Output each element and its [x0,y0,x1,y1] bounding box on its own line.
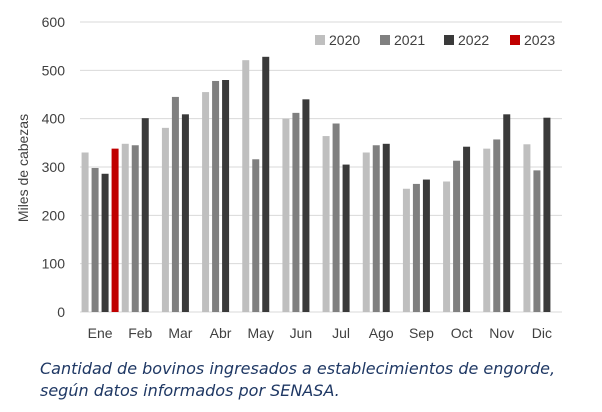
legend-label: 2023 [524,32,555,48]
x-tick-label: Jul [332,325,350,341]
y-tick-label: 300 [42,159,66,175]
y-tick-label: 600 [42,14,66,30]
bar-series [81,56,551,313]
bar [463,146,471,312]
x-tick-label: May [248,325,274,341]
bar-chart: 0 100 200 300 400 500 600 Ene Feb Mar Abr May Jun Ju… [15,14,562,341]
legend-label: 2021 [394,32,425,48]
bar [121,143,129,312]
caption-line-1: Cantidad de bovinos ingresados a estable… [40,359,556,378]
bar [282,118,290,313]
x-tick-label: Jun [290,325,313,341]
bar [402,188,410,312]
y-tick-label: 400 [42,111,66,127]
bar [222,80,230,312]
bar [332,123,340,312]
bar [533,170,541,312]
legend-label: 2022 [458,32,489,48]
bar [342,164,350,312]
bar [141,118,149,312]
bar [242,60,250,312]
bar [493,139,501,312]
legend-swatch [444,35,454,45]
x-tick-label: Feb [128,325,152,341]
bar [503,114,511,312]
y-axis-ticks: 0 100 200 300 400 500 600 [42,14,66,320]
x-tick-label: Mar [168,325,192,341]
bar [202,92,210,312]
bar [372,145,380,312]
bar [91,167,99,312]
bar [171,96,179,313]
legend-swatch [380,35,390,45]
legend-swatch [315,35,325,45]
bar [181,114,189,312]
bar [161,127,169,312]
legend: 2020 2021 2022 2023 [315,32,555,48]
bar [412,183,420,312]
x-tick-label: Nov [489,325,514,341]
bar [322,136,330,312]
figure-caption: Cantidad de bovinos ingresados a estable… [40,358,600,402]
bar [523,144,531,312]
gridlines [80,21,562,313]
bar [483,148,491,312]
bar [453,160,461,312]
y-tick-label: 200 [42,207,66,223]
bar [422,179,430,312]
y-tick-label: 100 [42,256,66,272]
bar [252,159,260,312]
legend-swatch [510,35,520,45]
caption-line-2: según datos informados por SENASA. [40,381,340,400]
bar [302,99,310,312]
y-tick-label: 500 [42,62,66,78]
x-tick-label: Sep [409,325,434,341]
bar [292,112,300,312]
bar [382,143,390,312]
bar [262,56,270,312]
bar [81,152,89,312]
bar [543,117,551,312]
x-axis-ticks: Ene Feb Mar Abr May Jun Jul Ago Sep Oct Nov Dic [88,325,552,341]
y-tick-label: 0 [57,304,65,320]
bar [111,148,119,312]
y-axis-title: Miles de cabezas [15,114,31,222]
x-tick-label: Ago [369,325,394,341]
legend-label: 2020 [329,32,360,48]
bar [362,152,370,312]
bar [443,181,451,312]
x-tick-label: Oct [451,325,473,341]
bar [212,80,220,312]
bar [101,173,109,312]
x-tick-label: Ene [88,325,113,341]
bar [131,145,139,312]
x-tick-label: Dic [532,325,552,341]
x-tick-label: Abr [210,325,232,341]
